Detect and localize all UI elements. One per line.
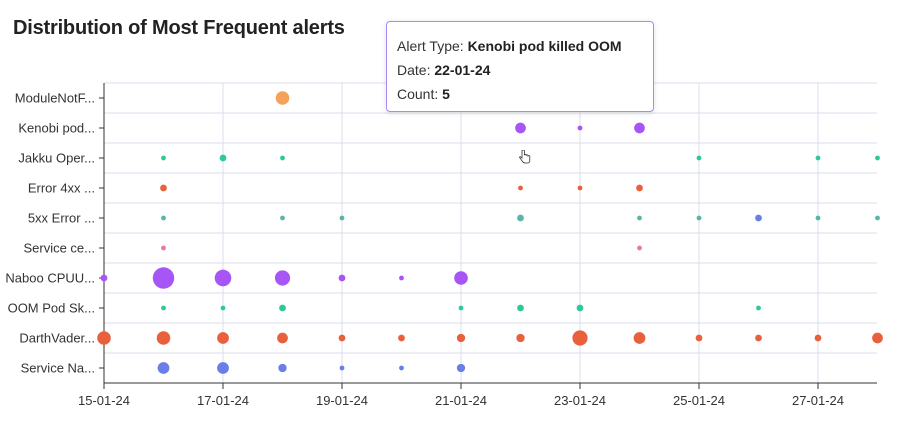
data-point[interactable] — [516, 333, 525, 343]
tooltip-date-row: Date: 22-01-24 — [397, 58, 643, 82]
tooltip-count-value: 5 — [442, 86, 450, 102]
data-point[interactable] — [280, 155, 285, 161]
data-point[interactable] — [637, 215, 642, 221]
data-point[interactable] — [872, 332, 883, 344]
data-point[interactable] — [814, 334, 822, 342]
data-point[interactable] — [577, 185, 583, 191]
tooltip-alert-type-row: Alert Type: Kenobi pod killed OOM — [397, 34, 643, 58]
data-point[interactable] — [219, 154, 227, 162]
y-axis-labels: ModuleNotF... Kenobi pod... Jakku Oper... E… — [5, 91, 95, 376]
data-point[interactable] — [97, 331, 111, 345]
x-tick-label: 19-01-24 — [316, 393, 368, 408]
y-tick-label: 5xx Error ... — [28, 211, 95, 226]
data-point[interactable] — [517, 214, 524, 222]
data-point[interactable] — [399, 275, 404, 281]
data-point[interactable] — [161, 305, 166, 311]
data-point[interactable] — [634, 122, 645, 134]
data-point[interactable] — [161, 215, 166, 221]
data-points — [97, 91, 883, 374]
data-point[interactable] — [572, 330, 588, 346]
y-tick-label: Service ce... — [23, 241, 95, 256]
data-point[interactable] — [875, 155, 880, 161]
hand-pointer-icon — [519, 150, 531, 164]
data-point[interactable] — [517, 304, 524, 312]
axes — [99, 83, 877, 389]
data-point[interactable] — [275, 91, 290, 105]
data-point[interactable] — [633, 332, 646, 344]
data-point[interactable] — [279, 304, 286, 312]
data-point[interactable] — [454, 271, 468, 285]
data-point[interactable] — [214, 269, 232, 287]
data-point[interactable] — [152, 267, 175, 289]
data-point[interactable] — [399, 365, 404, 371]
data-point[interactable] — [696, 155, 702, 161]
data-point[interactable] — [161, 155, 166, 161]
data-point[interactable] — [696, 215, 702, 221]
x-tick-label: 23-01-24 — [554, 393, 606, 408]
y-tick-label: Jakku Oper... — [18, 151, 95, 166]
tooltip-date-value: 22-01-24 — [434, 62, 491, 78]
data-point[interactable] — [637, 245, 642, 251]
data-point[interactable] — [156, 331, 171, 345]
y-tick-label: Service Na... — [21, 361, 95, 376]
data-point[interactable] — [815, 215, 821, 221]
data-point[interactable] — [755, 214, 762, 222]
data-point[interactable] — [339, 215, 345, 221]
data-point[interactable] — [458, 305, 464, 311]
data-point[interactable] — [636, 184, 643, 192]
data-point[interactable] — [518, 185, 523, 191]
data-point[interactable] — [100, 274, 108, 282]
tooltip-count-row: Count: 5 — [397, 82, 643, 106]
chart-title: Distribution of Most Frequent alerts — [13, 17, 345, 39]
data-point[interactable] — [217, 362, 229, 374]
x-tick-label: 25-01-24 — [673, 393, 725, 408]
y-tick-label: DarthVader... — [19, 331, 95, 346]
y-tick-label: Naboo CPUU... — [5, 271, 95, 286]
y-tick-label: Kenobi pod... — [18, 121, 95, 136]
data-point[interactable] — [278, 363, 287, 373]
data-point[interactable] — [576, 304, 584, 312]
data-point[interactable] — [161, 245, 166, 251]
tooltip: Alert Type: Kenobi pod killed OOM Date: … — [386, 21, 654, 112]
data-point[interactable] — [456, 363, 466, 373]
data-point[interactable] — [815, 155, 821, 161]
data-point[interactable] — [274, 270, 291, 286]
data-point[interactable] — [277, 332, 288, 344]
y-tick-label: Error 4xx ... — [28, 181, 95, 196]
x-tick-label: 15-01-24 — [78, 393, 130, 408]
data-point[interactable] — [398, 334, 405, 342]
data-point[interactable] — [338, 334, 346, 342]
data-point[interactable] — [160, 184, 167, 192]
tooltip-alert-type-label: Alert Type: — [397, 38, 464, 54]
tooltip-count-label: Count: — [397, 86, 439, 102]
data-point[interactable] — [756, 305, 761, 311]
x-tick-label: 17-01-24 — [197, 393, 249, 408]
data-point[interactable] — [456, 333, 466, 343]
data-point[interactable] — [577, 125, 583, 131]
data-point[interactable] — [339, 365, 345, 371]
x-axis-labels: 15-01-24 17-01-24 19-01-24 21-01-24 23-01-24… — [78, 393, 844, 408]
data-point[interactable] — [755, 334, 762, 342]
x-tick-label: 21-01-24 — [435, 393, 487, 408]
data-point[interactable] — [220, 305, 226, 311]
data-point[interactable] — [695, 334, 703, 342]
tooltip-date-label: Date: — [397, 62, 431, 78]
data-point[interactable] — [280, 215, 285, 221]
data-point[interactable] — [515, 122, 526, 134]
tooltip-alert-type-value: Kenobi pod killed OOM — [467, 38, 622, 54]
x-tick-label: 27-01-24 — [792, 393, 844, 408]
y-tick-label: ModuleNotF... — [15, 91, 95, 106]
data-point[interactable] — [338, 274, 346, 282]
data-point[interactable] — [217, 332, 229, 344]
data-point[interactable] — [875, 215, 880, 221]
data-point[interactable] — [157, 362, 170, 374]
y-tick-label: OOM Pod Sk... — [8, 301, 95, 316]
